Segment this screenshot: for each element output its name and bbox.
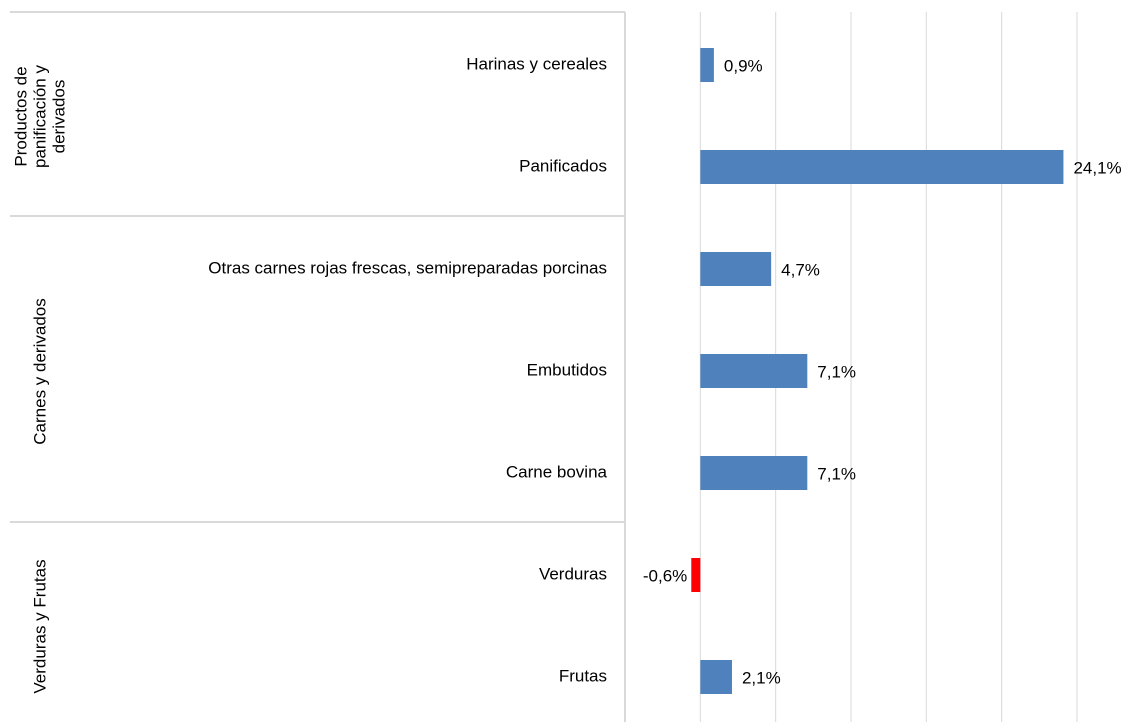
category-label: Harinas y cereales (466, 54, 607, 73)
group-label: Verduras y Frutas (30, 558, 50, 694)
category-label: Panificados (519, 156, 607, 175)
group-label: Productos de panificación y derivados (11, 64, 69, 168)
bar (700, 660, 732, 694)
category-label: Carne bovina (506, 462, 608, 481)
value-label: 7,1% (817, 362, 856, 381)
bar (700, 456, 808, 490)
bar (700, 150, 1064, 184)
category-label: Otras carnes rojas frescas, semipreparad… (208, 258, 607, 277)
value-label: -0,6% (643, 566, 687, 585)
value-label: 2,1% (742, 668, 781, 687)
value-label: 7,1% (817, 464, 856, 483)
value-label: 24,1% (1073, 158, 1121, 177)
value-label: 0,9% (724, 56, 763, 75)
value-label: 4,7% (781, 260, 820, 279)
bar (700, 48, 714, 82)
category-label: Verduras (539, 564, 607, 583)
bar (691, 558, 701, 592)
bar (700, 252, 772, 286)
group-label: Carnes y derivados (30, 297, 50, 445)
bar (700, 354, 808, 388)
category-label: Frutas (559, 666, 607, 685)
category-label: Embutidos (527, 360, 607, 379)
